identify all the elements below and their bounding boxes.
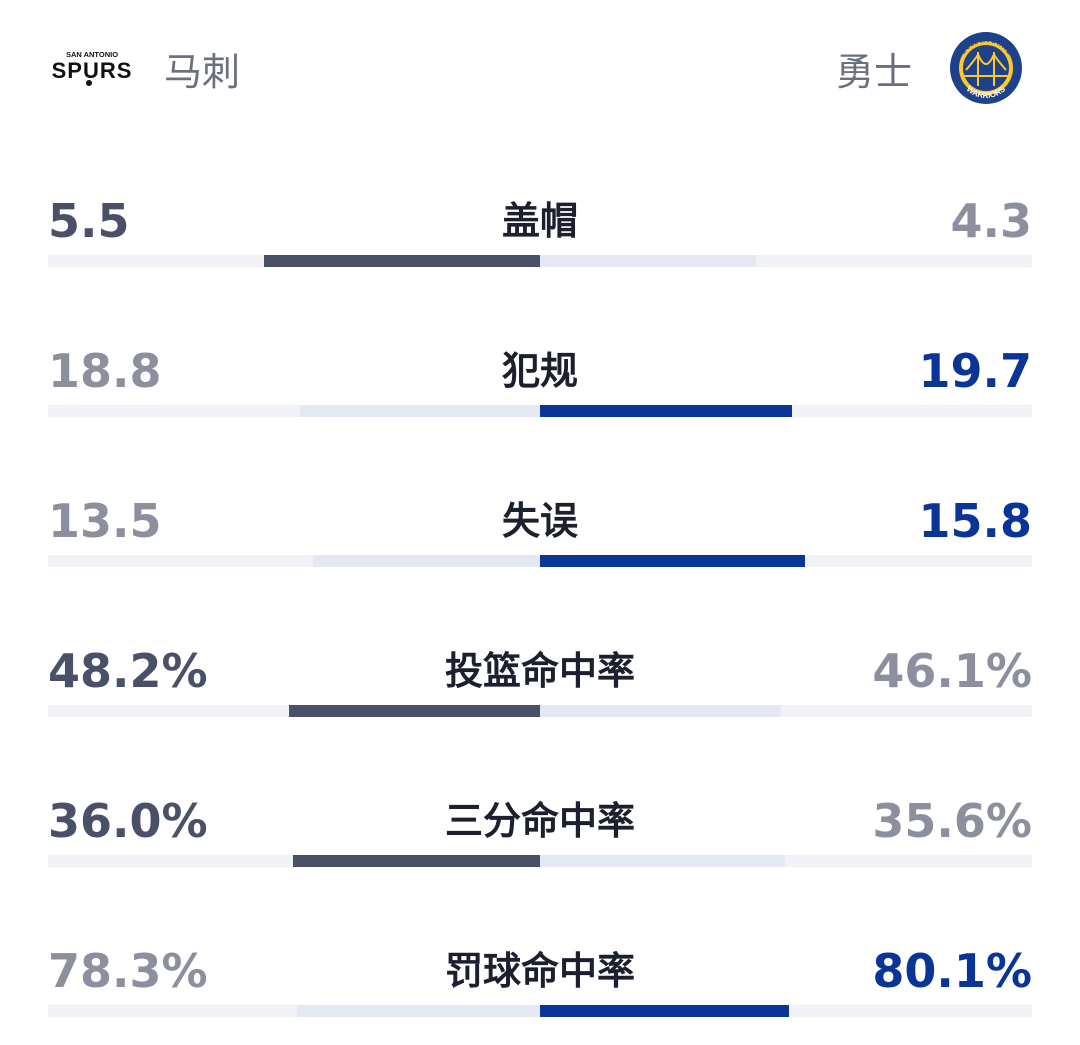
right-team-bar [540, 255, 756, 267]
left-team-value: 18.8 [48, 344, 162, 398]
right-team-value: 46.1% [872, 644, 1032, 698]
stat-track [48, 705, 1032, 717]
bridge-icon [964, 52, 1008, 86]
warriors-logo-icon: GOLDEN STATE WARRIORS [950, 32, 1022, 104]
stat-label: 盖帽 [501, 199, 578, 243]
right-team-bar [540, 855, 785, 867]
left-team-name: 马刺 [164, 49, 241, 94]
right-team-value: 35.6% [872, 794, 1032, 848]
right-team: 勇士 GOLDEN STATE WARRIORS [836, 30, 1024, 106]
stat-label: 罚球命中率 [444, 949, 635, 993]
spurs-logo-icon: SAN ANTONIO SPURS [52, 50, 133, 86]
left-team-value: 13.5 [48, 494, 162, 548]
stat-label: 三分命中率 [444, 799, 635, 843]
left-team-value: 36.0% [48, 794, 208, 848]
spur-icon [86, 80, 92, 86]
stat-row: 18.8 犯规 19.7 [48, 343, 1032, 443]
left-team: SAN ANTONIO SPURS 马刺 [48, 30, 240, 106]
right-team-bar [540, 705, 781, 717]
right-team-bar [540, 405, 792, 417]
stat-row: 36.0% 三分命中率 35.6% [48, 793, 1032, 893]
stat-track [48, 855, 1032, 867]
stat-track [48, 255, 1032, 267]
stat-row: 48.2% 投篮命中率 46.1% [48, 643, 1032, 743]
left-team-value: 78.3% [48, 944, 208, 998]
stat-row: 5.5 盖帽 4.3 [48, 193, 1032, 293]
right-team-value: 80.1% [872, 944, 1032, 998]
stat-track [48, 1005, 1032, 1017]
left-team-value: 48.2% [48, 644, 208, 698]
spurs-logo-main-text: SPURS [52, 58, 133, 83]
stat-track [48, 405, 1032, 417]
right-team-name: 勇士 [835, 49, 912, 94]
stat-row: 13.5 失误 15.8 [48, 493, 1032, 593]
right-team-value: 15.8 [918, 494, 1033, 548]
left-team-bar [264, 255, 540, 267]
left-team-bar [297, 1005, 540, 1017]
stat-row: 78.3% 罚球命中率 80.1% [48, 943, 1032, 1043]
team-header: SAN ANTONIO SPURS 马刺 勇士 GOLD [0, 0, 1080, 130]
stat-label: 失误 [501, 499, 578, 543]
left-team-bar [289, 705, 540, 717]
stat-label: 犯规 [501, 349, 578, 393]
left-team-bar [313, 555, 540, 567]
right-team-bar [540, 555, 805, 567]
right-team-bar [540, 1005, 789, 1017]
left-team-value: 5.5 [48, 194, 130, 248]
right-team-value: 4.3 [950, 194, 1033, 248]
left-team-bar [300, 405, 540, 417]
stat-label: 投篮命中率 [444, 649, 635, 693]
stat-track [48, 555, 1032, 567]
left-team-bar [293, 855, 540, 867]
right-team-value: 19.7 [918, 344, 1033, 398]
spurs-logo-top-text: SAN ANTONIO [66, 50, 118, 59]
